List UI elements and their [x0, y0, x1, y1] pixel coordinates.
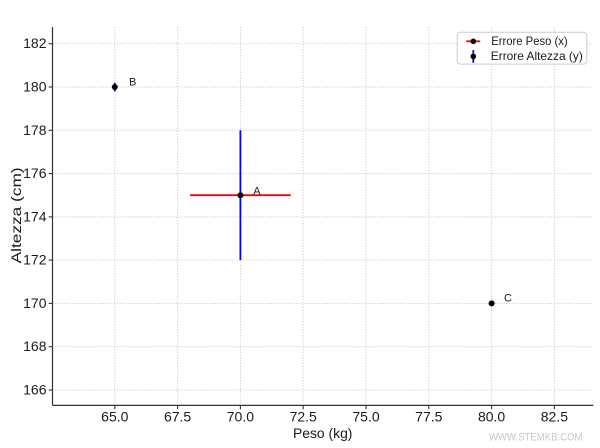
svg-text:82.5: 82.5 [541, 409, 568, 425]
svg-text:178: 178 [23, 122, 47, 138]
svg-text:176: 176 [23, 165, 47, 181]
svg-text:170: 170 [23, 295, 47, 311]
svg-text:Altezza (cm): Altezza (cm) [8, 167, 24, 263]
svg-text:80.0: 80.0 [478, 409, 505, 425]
svg-text:67.5: 67.5 [164, 409, 191, 425]
svg-text:65.0: 65.0 [101, 409, 128, 425]
svg-text:166: 166 [23, 382, 47, 398]
svg-text:Peso (kg): Peso (kg) [293, 425, 353, 441]
svg-text:174: 174 [23, 208, 47, 224]
svg-text:B: B [129, 77, 136, 89]
svg-text:WWW.STEMKB.COM: WWW.STEMKB.COM [489, 432, 583, 444]
svg-text:77.5: 77.5 [415, 409, 442, 425]
svg-text:A: A [253, 186, 261, 198]
svg-text:75.0: 75.0 [352, 409, 379, 425]
svg-text:70.0: 70.0 [227, 409, 254, 425]
svg-text:168: 168 [23, 338, 47, 354]
svg-text:172: 172 [23, 252, 47, 268]
svg-text:72.5: 72.5 [290, 409, 317, 425]
svg-text:180: 180 [23, 79, 47, 95]
svg-text:C: C [504, 293, 512, 305]
svg-text:Errore Peso (x): Errore Peso (x) [491, 34, 568, 48]
svg-text:182: 182 [23, 35, 47, 51]
svg-text:Errore Altezza (y): Errore Altezza (y) [491, 49, 583, 63]
